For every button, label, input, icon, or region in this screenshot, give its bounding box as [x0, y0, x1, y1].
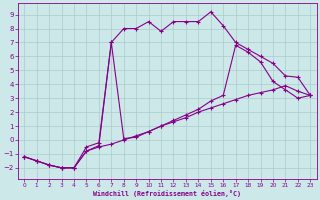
X-axis label: Windchill (Refroidissement éolien,°C): Windchill (Refroidissement éolien,°C) [93, 190, 241, 197]
